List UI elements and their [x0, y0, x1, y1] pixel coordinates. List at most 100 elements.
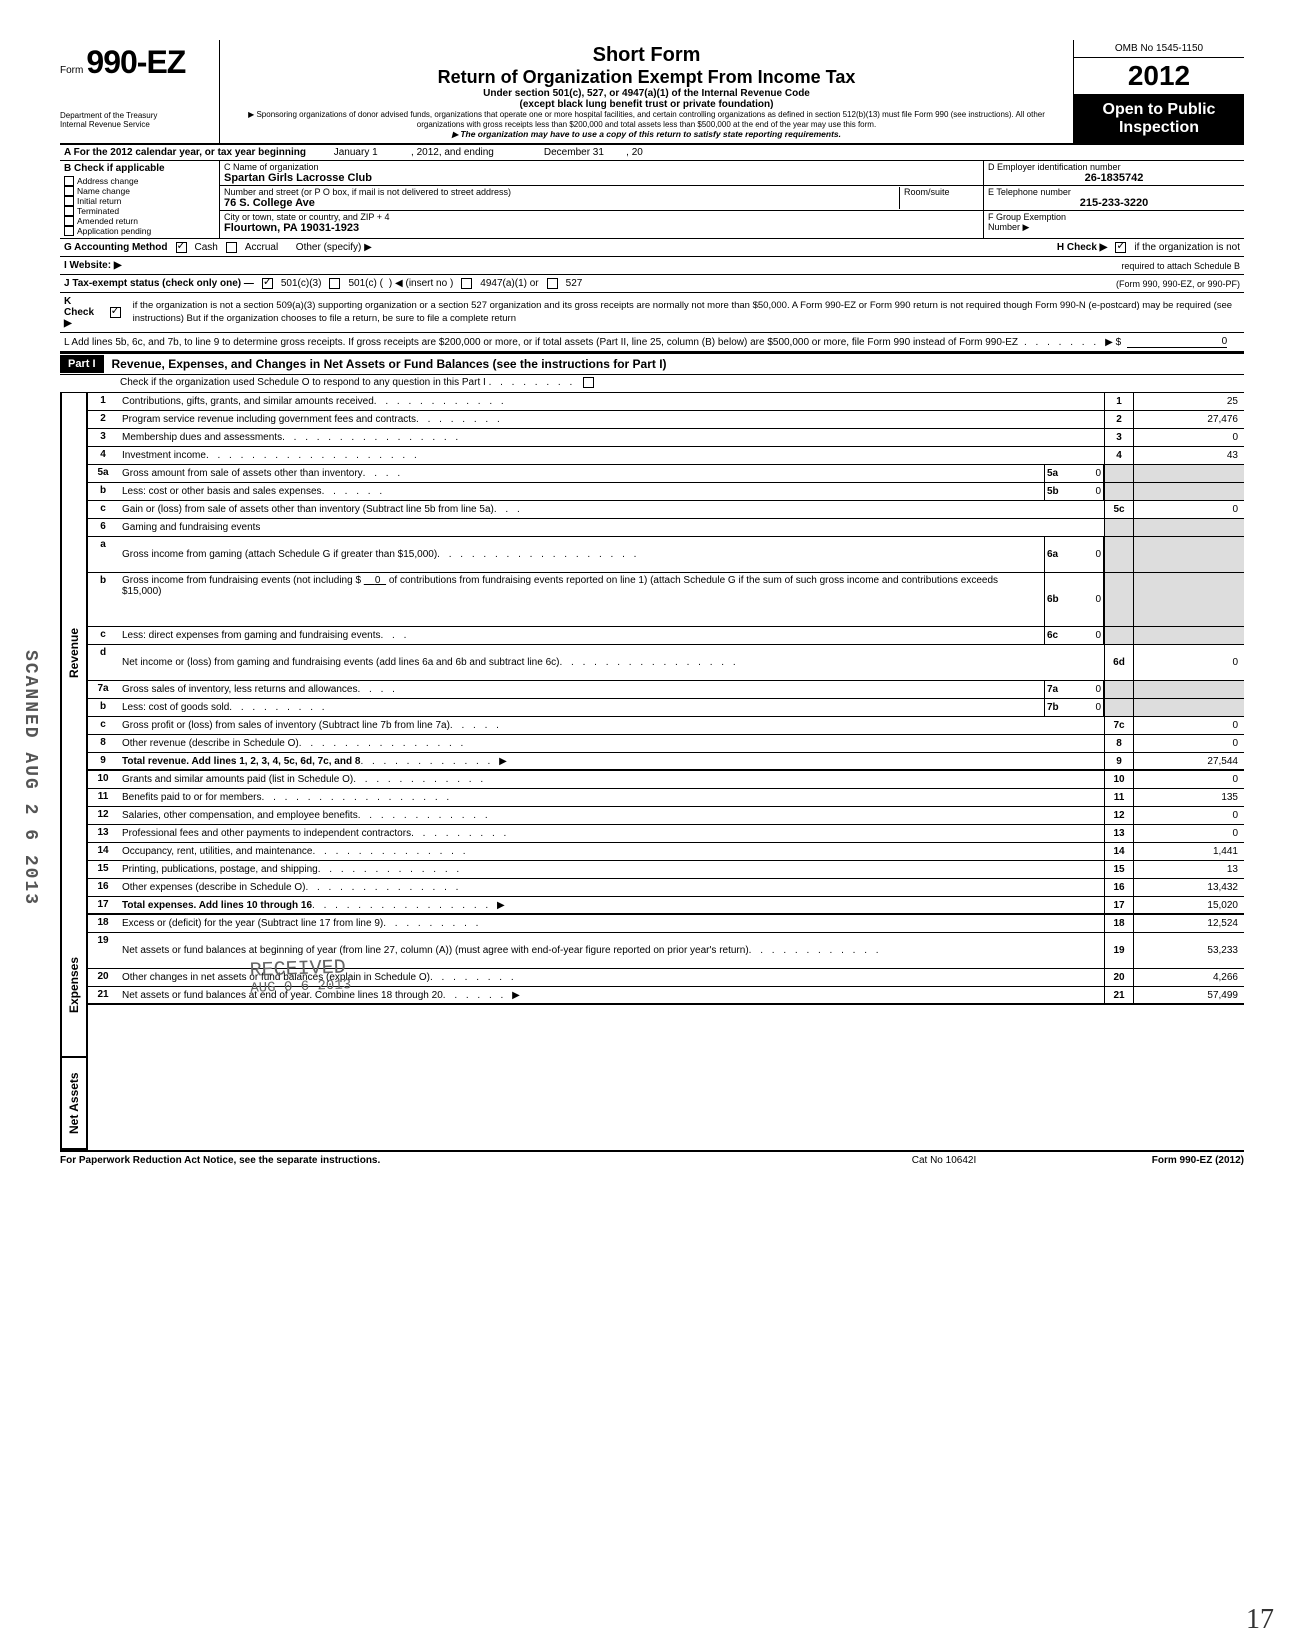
copy-note: The organization may have to use a copy …: [228, 129, 1065, 139]
line-8: 8 Other revenue (describe in Schedule O)…: [88, 735, 1244, 753]
line-5b: b Less: cost or other basis and sales ex…: [88, 483, 1244, 501]
d-label: D Employer identification number: [988, 162, 1240, 172]
form-prefix: Form: [60, 65, 83, 76]
chk-k[interactable]: [110, 307, 121, 318]
subtitle-1: Under section 501(c), 527, or 4947(a)(1)…: [228, 88, 1065, 99]
chk-schedule-o[interactable]: [583, 377, 594, 388]
room-suite-label: Room/suite: [899, 187, 979, 209]
accrual-label: Accrual: [245, 242, 278, 253]
received-stamp: RECEIVED AUG 0 6 2013: [249, 958, 351, 995]
row-g: G Accounting Method Cash Accrual Other (…: [60, 239, 1244, 257]
section-b-label: B Check if applicable: [64, 163, 215, 174]
i-label: I Website: ▶: [64, 260, 122, 271]
chk-terminated[interactable]: Terminated: [64, 206, 215, 216]
k-text: if the organization is not a section 509…: [129, 300, 1240, 325]
l-arrow: ▶ $: [1105, 337, 1121, 348]
chk-amended[interactable]: Amended return: [64, 216, 215, 226]
open-public-badge: Open to Public Inspection: [1074, 95, 1244, 143]
line-9: 9 Total revenue. Add lines 1, 2, 3, 4, 5…: [88, 753, 1244, 771]
line-7b: b Less: cost of goods sold . . . . . . .…: [88, 699, 1244, 717]
received-date: AUG 0 6 2013: [250, 978, 351, 996]
line-15: 15Printing, publications, postage, and s…: [88, 861, 1244, 879]
f-label2: Number ▶: [988, 222, 1029, 232]
k-label: K Check ▶: [64, 296, 102, 329]
form-id-block: Form 990-EZ Department of the Treasury I…: [60, 40, 220, 143]
line-4-val: 43: [1134, 447, 1244, 464]
501c3-label: 501(c)(3): [281, 278, 322, 289]
line-1-val: 25: [1134, 393, 1244, 410]
line-6d-val: 0: [1134, 645, 1244, 680]
line-16: 16Other expenses (describe in Schedule O…: [88, 879, 1244, 897]
part1-header-row: Part I Revenue, Expenses, and Changes in…: [60, 352, 1244, 375]
street-label: Number and street (or P O box, if mail i…: [224, 187, 899, 197]
line-6b: b Gross income from fundraising events (…: [88, 573, 1244, 627]
c-label: C Name of organization: [224, 162, 979, 172]
handwritten-page-number: 17: [1246, 1604, 1274, 1636]
line-8-val: 0: [1134, 735, 1244, 752]
chk-app-pending[interactable]: Application pending: [64, 226, 215, 236]
paperwork-notice: For Paperwork Reduction Act Notice, see …: [60, 1155, 844, 1166]
line-3: 3 Membership dues and assessments . . . …: [88, 429, 1244, 447]
4947-label: 4947(a)(1) or: [480, 278, 538, 289]
chk-cash[interactable]: [176, 242, 187, 253]
chk-name-change[interactable]: Name change: [64, 186, 215, 196]
chk-4947[interactable]: [461, 278, 472, 289]
row-j: J Tax-exempt status (check only one) — 5…: [60, 275, 1244, 293]
line-6c: c Less: direct expenses from gaming and …: [88, 627, 1244, 645]
line-18: 18Excess or (deficit) for the year (Subt…: [88, 915, 1244, 933]
year-mid: , 2012, and ending: [411, 147, 494, 158]
part1-title: Revenue, Expenses, and Changes in Net As…: [104, 354, 1244, 374]
line-11: 11Benefits paid to or for members . . . …: [88, 789, 1244, 807]
end-year: , 20: [626, 147, 643, 158]
form-header: Form 990-EZ Department of the Treasury I…: [60, 40, 1244, 145]
form-right-block: OMB No 1545-1150 2012 Open to Public Ins…: [1074, 40, 1244, 143]
netassets-side-label: Net Assets: [60, 1058, 86, 1150]
line-5a: 5a Gross amount from sale of assets othe…: [88, 465, 1244, 483]
line-2-val: 27,476: [1134, 411, 1244, 428]
line-7a: 7a Gross sales of inventory, less return…: [88, 681, 1244, 699]
omb-number: OMB No 1545-1150: [1074, 40, 1244, 58]
line-4: 4 Investment income . . . . . . . . . . …: [88, 447, 1244, 465]
chk-501c[interactable]: [329, 278, 340, 289]
g-label: G Accounting Method: [64, 242, 168, 253]
expenses-side-label: Expenses: [60, 913, 86, 1058]
open-public-line1: Open to Public: [1103, 101, 1216, 118]
org-name: Spartan Girls Lacrosse Club: [224, 172, 979, 184]
j-label: J Tax-exempt status (check only one) —: [64, 278, 254, 289]
chk-527[interactable]: [547, 278, 558, 289]
chk-501c3[interactable]: [262, 278, 273, 289]
line-9-val: 27,544: [1134, 753, 1244, 769]
f-label: F Group Exemption: [988, 212, 1066, 222]
l-val: 0: [1127, 336, 1227, 348]
line-14: 14Occupancy, rent, utilities, and mainte…: [88, 843, 1244, 861]
other-label: Other (specify) ▶: [296, 242, 372, 253]
h-text3: (Form 990, 990-EZ, or 990-PF): [1116, 279, 1240, 289]
dept-irs: Internal Revenue Service: [60, 120, 211, 129]
line-5c: c Gain or (loss) from sale of assets oth…: [88, 501, 1244, 519]
chk-address-change[interactable]: Address change: [64, 176, 215, 186]
line-6d: d Net income or (loss) from gaming and f…: [88, 645, 1244, 681]
form-number: 990-EZ: [86, 44, 185, 80]
h-text: if the organization is not: [1134, 242, 1240, 253]
line-3-val: 0: [1134, 429, 1244, 446]
form-footer-id: Form 990-EZ (2012): [1044, 1155, 1244, 1166]
city-label: City or town, state or country, and ZIP …: [224, 212, 979, 222]
h-label: H Check ▶: [1057, 242, 1107, 253]
h-text2: required to attach Schedule B: [1121, 261, 1240, 271]
form-title-block: Short Form Return of Organization Exempt…: [220, 40, 1074, 143]
line-7c-val: 0: [1134, 717, 1244, 734]
chk-initial-return[interactable]: Initial return: [64, 196, 215, 206]
501c-label2: ) ◀ (insert no ): [389, 278, 453, 289]
street-value: 76 S. College Ave: [224, 197, 899, 209]
e-label: E Telephone number: [988, 187, 1240, 197]
line-5c-val: 0: [1134, 501, 1244, 518]
part1-sub: Check if the organization used Schedule …: [60, 375, 1244, 393]
section-c: C Name of organization Spartan Girls Lac…: [220, 161, 984, 238]
line-17: 17Total expenses. Add lines 10 through 1…: [88, 897, 1244, 915]
return-title: Return of Organization Exempt From Incom…: [228, 67, 1065, 88]
527-label: 527: [566, 278, 583, 289]
chk-h[interactable]: [1115, 242, 1126, 253]
chk-accrual[interactable]: [226, 242, 237, 253]
ein-value: 26-1835742: [988, 172, 1240, 184]
revenue-side-label: Revenue: [60, 393, 86, 913]
